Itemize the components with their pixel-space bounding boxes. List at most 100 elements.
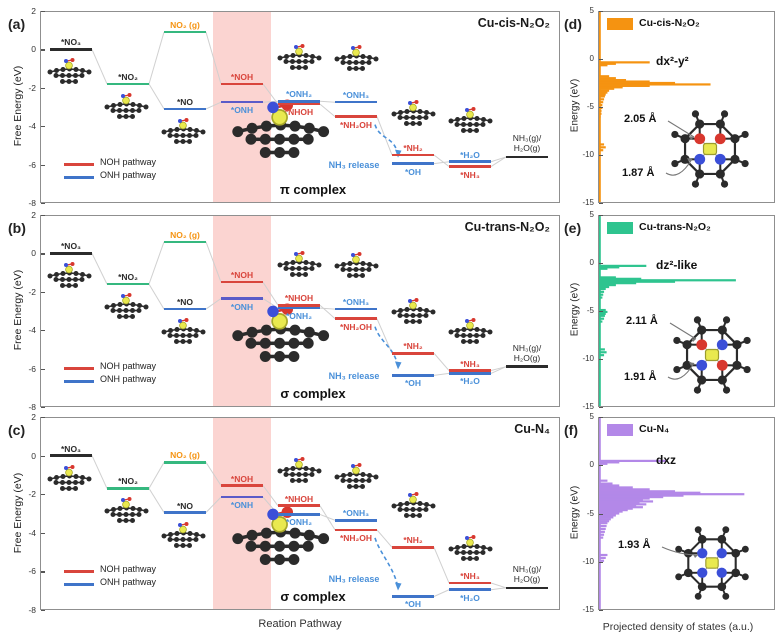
molecule-inset-icon xyxy=(104,92,149,119)
energy-level-line xyxy=(335,115,377,118)
energy-level-label: *NO xyxy=(176,500,194,511)
y-tick-label: -4 xyxy=(28,121,36,132)
energy-level-line xyxy=(449,588,491,592)
label-line: NH₃(g)/ xyxy=(512,342,542,353)
y-tick-label: -10 xyxy=(582,556,594,566)
molecule-inset-icon xyxy=(448,318,493,345)
energy-level-line xyxy=(278,504,320,508)
y-tick-label: -2 xyxy=(28,82,36,93)
energy-level-line xyxy=(335,528,377,532)
energy-level-label: *NHOH xyxy=(284,107,314,118)
pdos-plot-frame xyxy=(598,11,775,203)
molecule-inset-icon xyxy=(47,262,92,289)
bond-arrow-lines xyxy=(665,120,695,176)
molecule-inset-icon xyxy=(104,293,149,320)
energy-level-line xyxy=(449,165,491,168)
energy-level-label: *NH₂ xyxy=(403,143,423,153)
y-tick-label: 0 xyxy=(31,44,36,55)
y-tick-mark xyxy=(599,11,603,13)
molecule-inset-icon xyxy=(47,464,92,491)
y-tick-label: -2 xyxy=(28,489,36,500)
y-tick-label: -5 xyxy=(586,102,594,111)
energy-level-label: *NHOH xyxy=(284,293,314,304)
y-tick-mark xyxy=(41,164,45,166)
y-tick-mark xyxy=(599,513,603,515)
pdos-legend-swatch xyxy=(607,18,633,30)
y-tick-mark xyxy=(41,407,45,409)
panel-letter: (a) xyxy=(8,16,26,32)
y-tick-mark xyxy=(41,87,45,89)
energy-level-label: *NOH xyxy=(230,71,254,82)
energy-level-label: *NO₂ xyxy=(118,272,138,283)
energy-level-label: *NH₂OH xyxy=(339,119,373,130)
energy-level-label: NO₂ (g) xyxy=(170,229,200,240)
molecule-inset-icon xyxy=(277,457,322,484)
energy-level-label: *ONH₂ xyxy=(286,89,312,100)
energy-level-line xyxy=(164,307,206,311)
energy-level-label: *OH xyxy=(404,166,422,177)
energy-level-label: *NH₂OH xyxy=(339,532,373,543)
energy-level-label: *H₂O xyxy=(460,592,480,603)
energy-level-line xyxy=(164,30,206,34)
energy-level-label: *ONH xyxy=(230,301,254,312)
complex-label: π complex xyxy=(279,182,347,197)
panel-letter: (c) xyxy=(8,422,26,438)
molecule-inset-icon xyxy=(232,99,330,158)
reaction-pathway-axis-label: Reation Pathway xyxy=(258,618,342,630)
label-line: NH₃(g)/ xyxy=(512,563,542,574)
y-tick-label: -6 xyxy=(28,159,36,170)
y-tick-label: -5 xyxy=(586,508,594,518)
nh3-release-label: NH₃ release xyxy=(328,159,380,170)
legend-line-swatch xyxy=(64,367,94,370)
y-tick-label: -10 xyxy=(582,150,594,159)
y-tick-mark xyxy=(599,311,603,313)
y-tick-mark xyxy=(41,417,45,419)
y-tick-label: -4 xyxy=(28,325,36,336)
energy-level-line xyxy=(335,518,377,522)
y-tick-label: 0 xyxy=(589,258,594,267)
energy-level-line xyxy=(278,303,320,307)
energy-level-line xyxy=(506,586,548,590)
energy-level-label: *ONH₂ xyxy=(286,311,312,322)
energy-level-line xyxy=(50,252,92,255)
bond-arrow-lines xyxy=(661,546,699,558)
bond-length-label: 1.93 Å xyxy=(618,539,651,551)
molecule-inset-icon xyxy=(47,58,92,85)
energy-level-label: *NH₃ xyxy=(460,358,480,369)
y-tick-mark xyxy=(41,494,45,496)
energy-level-label: *ONH₃ xyxy=(342,90,370,101)
molecule-inset-icon xyxy=(448,106,493,133)
energy-level-label: *OH xyxy=(404,599,422,610)
label-line: NH₃(g)/ xyxy=(512,132,542,143)
bond-arrow-lines xyxy=(667,322,697,380)
orbital-label: dxz xyxy=(656,452,677,467)
connector-lines xyxy=(91,31,507,167)
y-tick-label: -6 xyxy=(28,566,36,577)
y-tick-mark xyxy=(599,107,603,109)
molecule-inset-icon xyxy=(161,521,206,548)
energy-level-label: *NH₃ xyxy=(460,169,480,180)
bond-length-label: 2.11 Å xyxy=(626,315,658,327)
energy-level-line xyxy=(107,82,149,86)
energy-level-line xyxy=(221,484,263,487)
legend-label: ONH pathway xyxy=(100,374,157,384)
y-tick-label: -5 xyxy=(586,306,594,315)
energy-level-line xyxy=(221,297,263,300)
energy-level-line xyxy=(335,307,377,311)
energy-level-line xyxy=(506,365,548,368)
energy-level-line xyxy=(221,100,263,104)
energy-level-label: *NO₂ xyxy=(118,71,138,82)
energy-level-label: *NOH xyxy=(230,270,254,281)
y-tick-mark xyxy=(599,59,603,61)
energy-level-line xyxy=(164,240,206,244)
legend-line-swatch xyxy=(64,176,94,179)
y-tick-label: 2 xyxy=(31,412,36,422)
pdos-legend-swatch xyxy=(607,424,633,436)
y-tick-label: 0 xyxy=(31,450,36,461)
y-tick-mark xyxy=(599,215,603,217)
orbital-label: dz²-like xyxy=(656,257,698,272)
energy-level-line xyxy=(335,100,377,104)
legend-line-swatch xyxy=(64,380,94,383)
energy-level-line xyxy=(506,155,548,159)
y-tick-label: -10 xyxy=(582,354,594,363)
